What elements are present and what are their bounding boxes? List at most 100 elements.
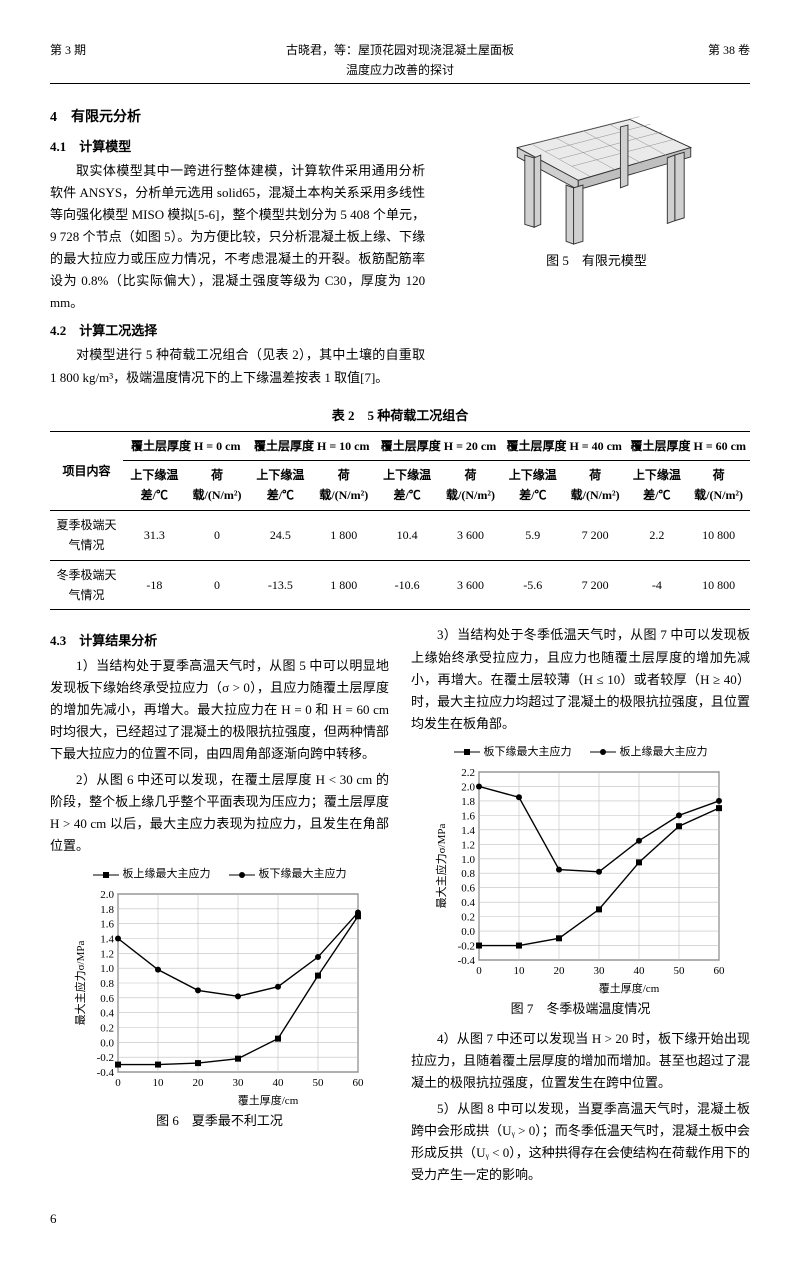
svg-text:30: 30 <box>232 1077 244 1089</box>
cell: -5.6 <box>502 560 564 610</box>
svg-text:2.0: 2.0 <box>100 889 114 901</box>
svg-text:-0.2: -0.2 <box>96 1052 113 1064</box>
t2-g4: 覆土层厚度 H = 60 cm <box>627 431 750 460</box>
cell: -4 <box>627 560 688 610</box>
figure-7: 板下缘最大主应力 板上缘最大主应力 -0.4 -0.2 0.0 0.2 0.4 0.6 0.… <box>411 743 750 1020</box>
cell: -10.6 <box>375 560 439 610</box>
fig6-legend: 板上缘最大主应力 板下缘最大主应力 <box>50 865 389 884</box>
sec43-p1: 1）当结构处于夏季高温天气时，从图 5 中可以明显地发现板下缘始终承受拉应力（σ… <box>50 655 389 765</box>
svg-text:30: 30 <box>593 965 605 977</box>
svg-text:-0.2: -0.2 <box>457 940 474 952</box>
figure-5: 图 5 有限元模型 <box>443 96 750 393</box>
table-row: 夏季极端天气情况31.3024.51 80010.43 6005.97 2002… <box>50 510 750 560</box>
left-col: 4.3 计算结果分析 1）当结构处于夏季高温天气时，从图 5 中可以明显地发现板… <box>50 624 389 1190</box>
svg-text:1.4: 1.4 <box>100 934 114 946</box>
cell: 5.9 <box>502 510 564 560</box>
sec43-title: 4.3 计算结果分析 <box>50 630 389 652</box>
section-4-top: 4 有限元分析 4.1 计算模型 取实体模型其中一跨进行整体建模，计算软件采用通… <box>50 96 750 393</box>
svg-text:0.4: 0.4 <box>100 1008 114 1020</box>
svg-text:1.2: 1.2 <box>100 948 114 960</box>
running-header: 第 3 期 古晓君，等：屋顶花园对现浇混凝土屋面板温度应力改善的探讨 第 38 … <box>50 40 750 84</box>
row-label: 冬季极端天气情况 <box>50 560 123 610</box>
svg-text:0: 0 <box>115 1077 121 1089</box>
t2s: 上下缘温差/℃ <box>123 461 186 511</box>
cell: 31.3 <box>123 510 186 560</box>
svg-text:10: 10 <box>513 965 525 977</box>
svg-text:-0.4: -0.4 <box>457 955 475 967</box>
svg-text:0.8: 0.8 <box>100 978 114 990</box>
fig7-legend: 板下缘最大主应力 板上缘最大主应力 <box>411 743 750 762</box>
fig6-legend-0: 板上缘最大主应力 <box>93 865 211 884</box>
header-right: 第 38 卷 <box>517 40 750 81</box>
svg-text:0.6: 0.6 <box>100 993 114 1005</box>
svg-text:60: 60 <box>713 965 725 977</box>
svg-text:0.6: 0.6 <box>461 882 475 894</box>
fig6-caption: 图 6 夏季最不利工况 <box>50 1110 389 1132</box>
cell: 0 <box>186 560 249 610</box>
svg-text:1.8: 1.8 <box>461 796 475 808</box>
table2-title: 表 2 5 种荷载工况组合 <box>50 405 750 427</box>
sec43-p4: 4）从图 7 中还可以发现当 H > 20 时，板下缘开始出现拉应力，且随着覆土… <box>411 1028 750 1094</box>
cell: 3 600 <box>439 510 502 560</box>
cell: 3 600 <box>439 560 502 610</box>
cell: 7 200 <box>564 510 627 560</box>
svg-text:-0.4: -0.4 <box>96 1067 114 1079</box>
sec43-p3: 3）当结构处于冬季低温天气时，从图 7 中可以发现板上缘始终承受拉应力，且应力也… <box>411 624 750 734</box>
svg-text:1.6: 1.6 <box>461 810 475 822</box>
sec4-title: 4 有限元分析 <box>50 106 425 130</box>
svg-text:60: 60 <box>352 1077 364 1089</box>
svg-text:0.8: 0.8 <box>461 868 475 880</box>
fe-model-svg <box>482 96 712 246</box>
svg-text:10: 10 <box>152 1077 164 1089</box>
svg-text:1.2: 1.2 <box>461 839 475 851</box>
svg-text:1.0: 1.0 <box>100 963 114 975</box>
section-4-text: 4 有限元分析 4.1 计算模型 取实体模型其中一跨进行整体建模，计算软件采用通… <box>50 96 425 393</box>
svg-text:50: 50 <box>312 1077 324 1089</box>
cell: 1 800 <box>312 510 375 560</box>
sec43-p2: 2）从图 6 中还可以发现，在覆土层厚度 H < 30 cm 的阶段，整个板上缘… <box>50 769 389 857</box>
section-43: 4.3 计算结果分析 1）当结构处于夏季高温天气时，从图 5 中可以明显地发现板… <box>50 624 750 1190</box>
svg-text:0.2: 0.2 <box>461 911 475 923</box>
svg-text:0.0: 0.0 <box>461 926 475 938</box>
right-col: 3）当结构处于冬季低温天气时，从图 7 中可以发现板上缘始终承受拉应力，且应力也… <box>411 624 750 1190</box>
fig7-legend-0: 板下缘最大主应力 <box>454 743 572 762</box>
cell: 10 800 <box>687 560 750 610</box>
cell: 10 800 <box>687 510 750 560</box>
cell: -18 <box>123 560 186 610</box>
cell: -13.5 <box>248 560 312 610</box>
svg-text:40: 40 <box>272 1077 284 1089</box>
svg-text:最大主应力σ/MPa: 最大主应力σ/MPa <box>73 941 87 1026</box>
svg-text:2.0: 2.0 <box>461 781 475 793</box>
t2s: 上下缘温差/℃ <box>627 461 688 511</box>
svg-text:40: 40 <box>633 965 645 977</box>
sec41-body: 取实体模型其中一跨进行整体建模，计算软件采用通用分析软件 ANSYS，分析单元选… <box>50 160 425 315</box>
svg-text:0.4: 0.4 <box>461 897 475 909</box>
fig5-caption: 图 5 有限元模型 <box>546 250 647 272</box>
svg-text:1.4: 1.4 <box>461 824 475 836</box>
t2s: 荷载/(N/m²) <box>439 461 502 511</box>
cell: 7 200 <box>564 560 627 610</box>
row-label: 夏季极端天气情况 <box>50 510 123 560</box>
svg-text:20: 20 <box>192 1077 204 1089</box>
table2-rowheader: 项目内容 <box>50 431 123 510</box>
fig6-legend-0-label: 板上缘最大主应力 <box>123 865 211 884</box>
svg-text:1.0: 1.0 <box>461 853 475 865</box>
t2s: 荷载/(N/m²) <box>564 461 627 511</box>
cell: 10.4 <box>375 510 439 560</box>
t2-g2: 覆土层厚度 H = 20 cm <box>375 431 502 460</box>
t2-g0: 覆土层厚度 H = 0 cm <box>123 431 248 460</box>
page-number: 6 <box>50 1208 750 1230</box>
t2s: 上下缘温差/℃ <box>502 461 564 511</box>
cell: 1 800 <box>312 560 375 610</box>
svg-text:20: 20 <box>553 965 565 977</box>
figure-6: 板上缘最大主应力 板下缘最大主应力 -0.4-0.20.00.20.40.60.… <box>50 865 389 1132</box>
table2-header-row2: 上下缘温差/℃荷载/(N/m²) 上下缘温差/℃荷载/(N/m²) 上下缘温差/… <box>50 461 750 511</box>
fig6-legend-1-label: 板下缘最大主应力 <box>259 865 347 884</box>
t2s: 上下缘温差/℃ <box>248 461 312 511</box>
svg-text:1.6: 1.6 <box>100 919 114 931</box>
fig7-legend-1-label: 板上缘最大主应力 <box>620 743 708 762</box>
svg-text:最大主应力σ/MPa: 最大主应力σ/MPa <box>434 823 448 908</box>
chart6-svg: -0.4-0.20.00.20.40.60.81.01.21.41.61.82.… <box>70 886 370 1106</box>
t2s: 上下缘温差/℃ <box>375 461 439 511</box>
table2-header-row1: 项目内容 覆土层厚度 H = 0 cm 覆土层厚度 H = 10 cm 覆土层厚… <box>50 431 750 460</box>
